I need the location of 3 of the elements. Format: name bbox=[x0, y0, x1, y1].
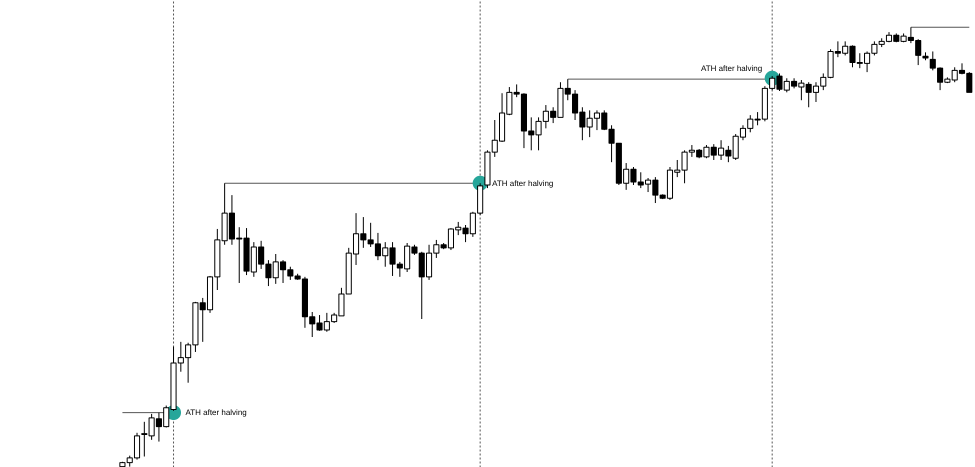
annotation: ATH after halving bbox=[700, 64, 762, 73]
annotation: ATH after halving bbox=[186, 408, 247, 418]
annotation: ATH after halving bbox=[492, 178, 554, 188]
